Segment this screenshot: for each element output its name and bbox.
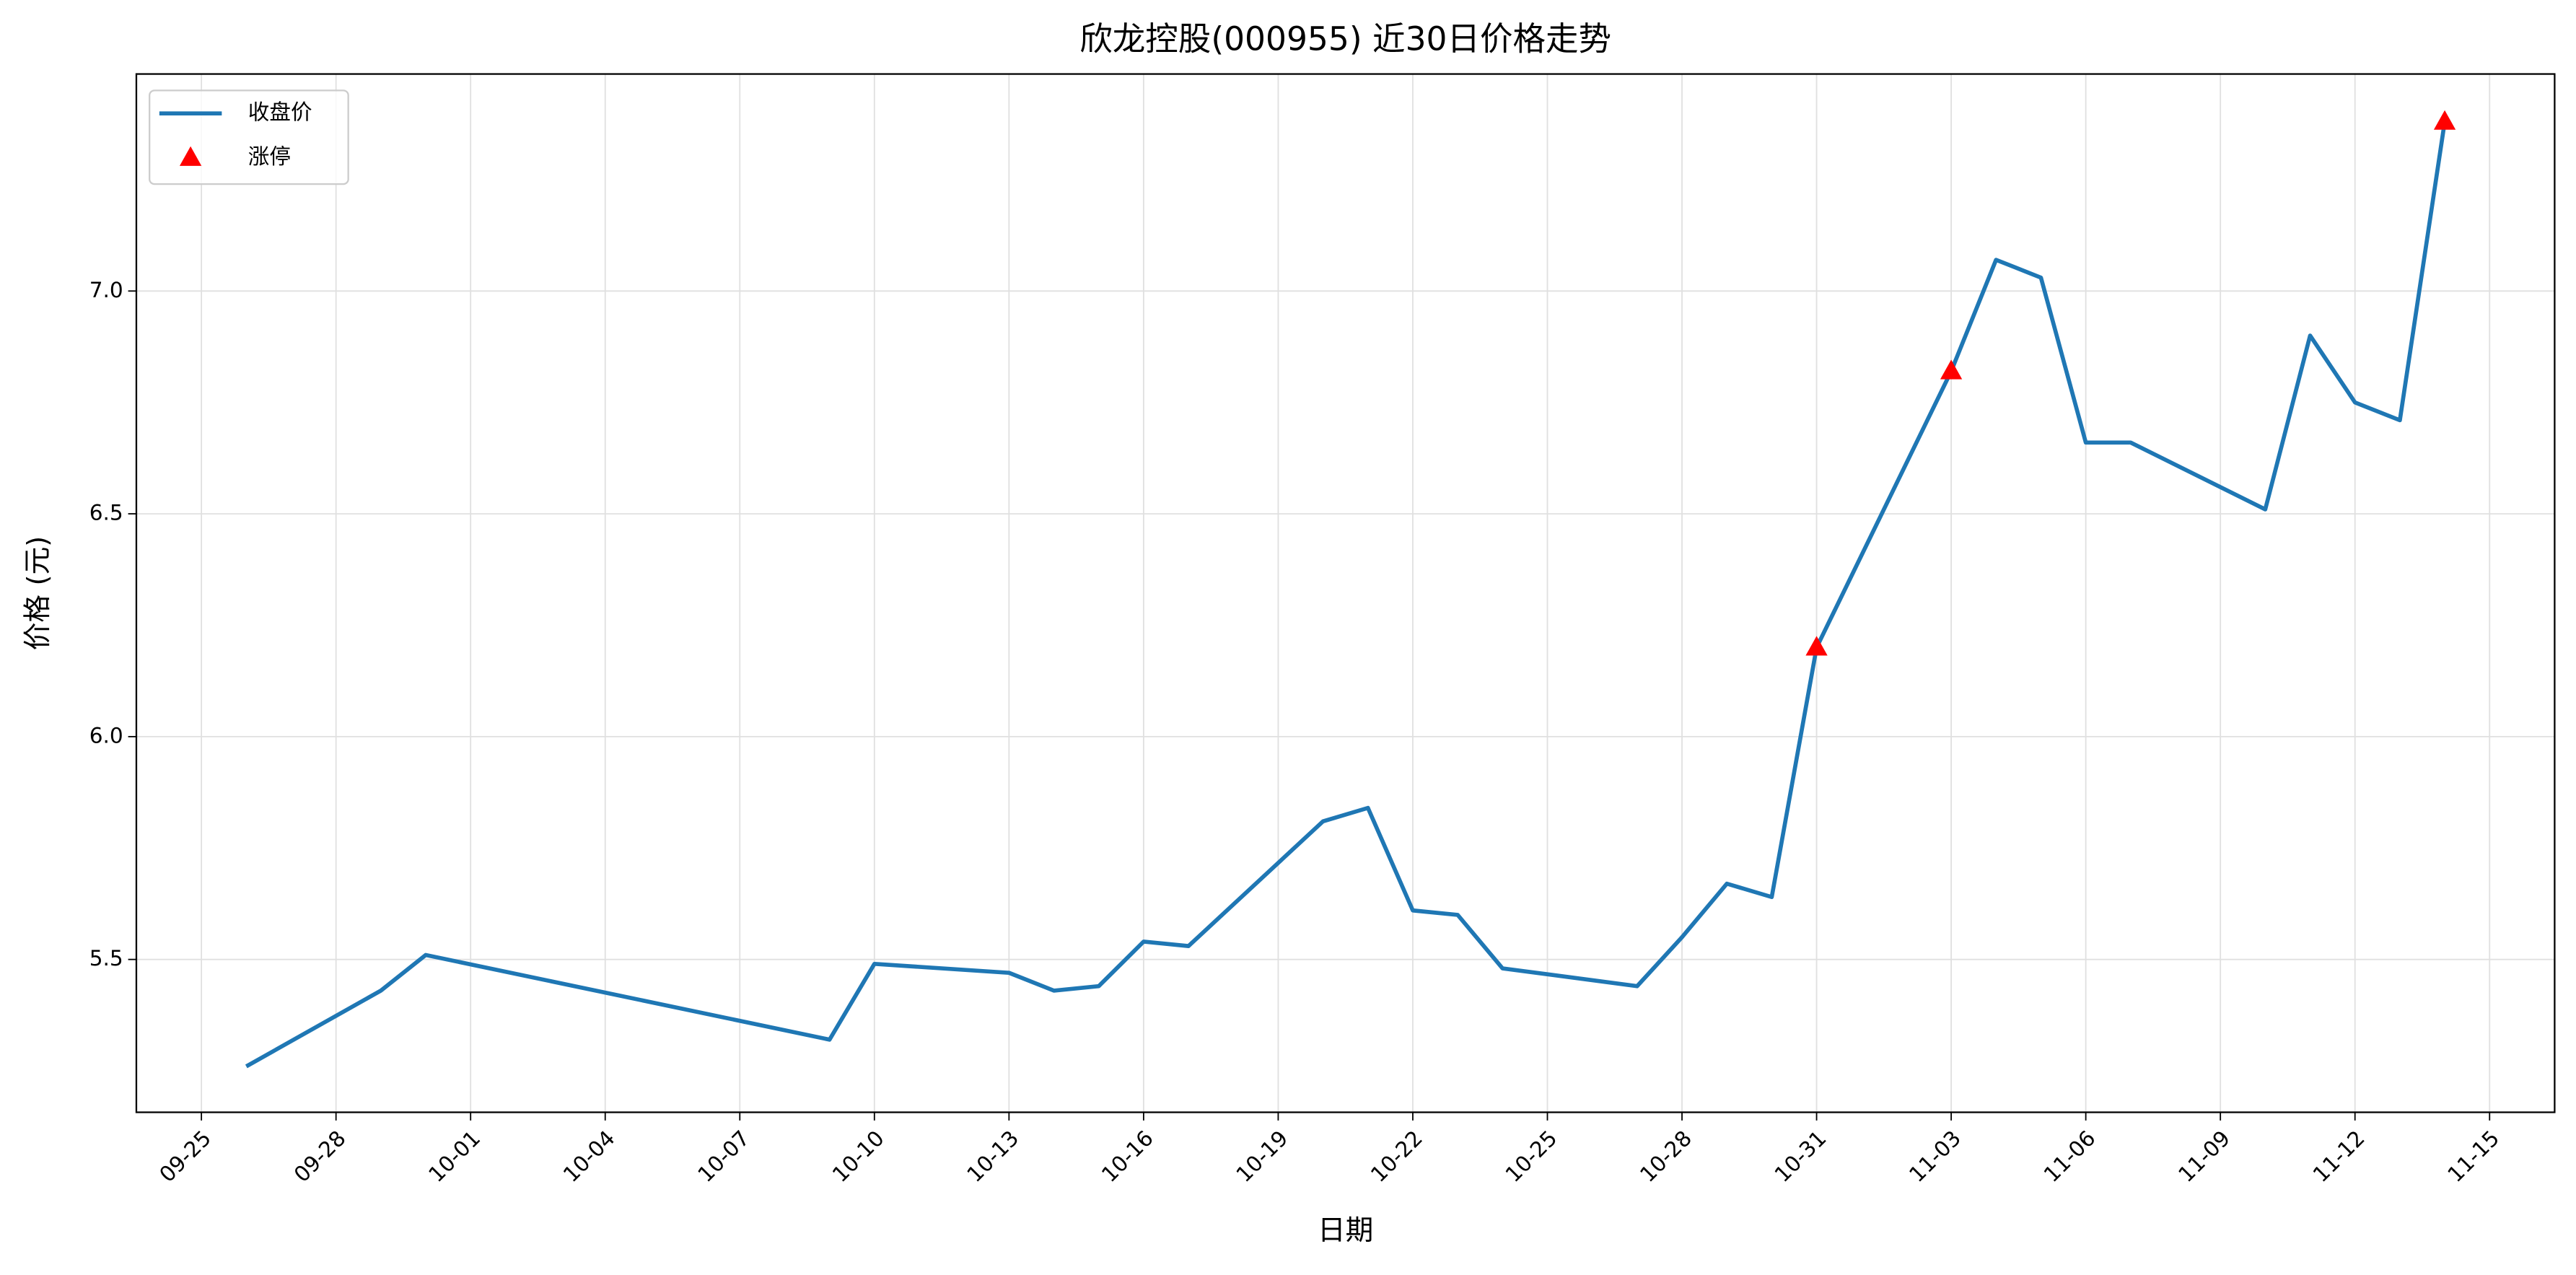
plot-frame (135, 73, 2556, 1113)
x-tick-label: 10-22 (1366, 1126, 1427, 1187)
x-tick-label: 11-09 (2173, 1126, 2235, 1187)
legend-label: 涨停 (248, 144, 291, 169)
x-tick-label: 11-15 (2443, 1126, 2504, 1187)
x-tick-label: 11-06 (2039, 1126, 2100, 1187)
x-tick-label: 09-28 (289, 1126, 351, 1187)
limit-up-marker (1805, 636, 1828, 656)
y-tick-label: 6.5 (89, 501, 123, 525)
x-tick-label: 11-03 (1904, 1126, 1966, 1187)
x-tick-label: 10-10 (828, 1126, 889, 1187)
y-axis-label: 价格 (元) (22, 536, 54, 651)
x-tick-label: 10-28 (1635, 1126, 1696, 1187)
x-tick-label: 10-01 (424, 1126, 485, 1187)
limit-up-marker (1940, 359, 1963, 380)
price-line (245, 121, 2447, 1069)
x-tick-label: 10-04 (558, 1126, 620, 1187)
legend-label: 收盘价 (248, 100, 312, 125)
x-tick-label: 11-12 (2308, 1126, 2370, 1187)
x-tick-label: 10-31 (1770, 1126, 1831, 1187)
y-tick-label: 5.5 (89, 946, 123, 971)
x-tick-label: 09-25 (154, 1126, 216, 1187)
y-tick-label: 7.0 (89, 278, 123, 302)
limit-up-marker (2433, 110, 2456, 130)
x-tick-label: 10-13 (963, 1126, 1024, 1187)
y-tick-label: 6.0 (89, 723, 123, 748)
x-tick-label: 10-19 (1232, 1126, 1293, 1187)
legend-marker (179, 146, 202, 166)
x-tick-label: 10-07 (693, 1126, 755, 1187)
x-axis-label: 日期 (1318, 1214, 1373, 1247)
x-tick-label: 10-16 (1097, 1126, 1158, 1187)
chart-title: 欣龙控股(000955) 近30日价格走势 (1079, 20, 1611, 58)
x-tick-label: 10-25 (1501, 1126, 1562, 1187)
